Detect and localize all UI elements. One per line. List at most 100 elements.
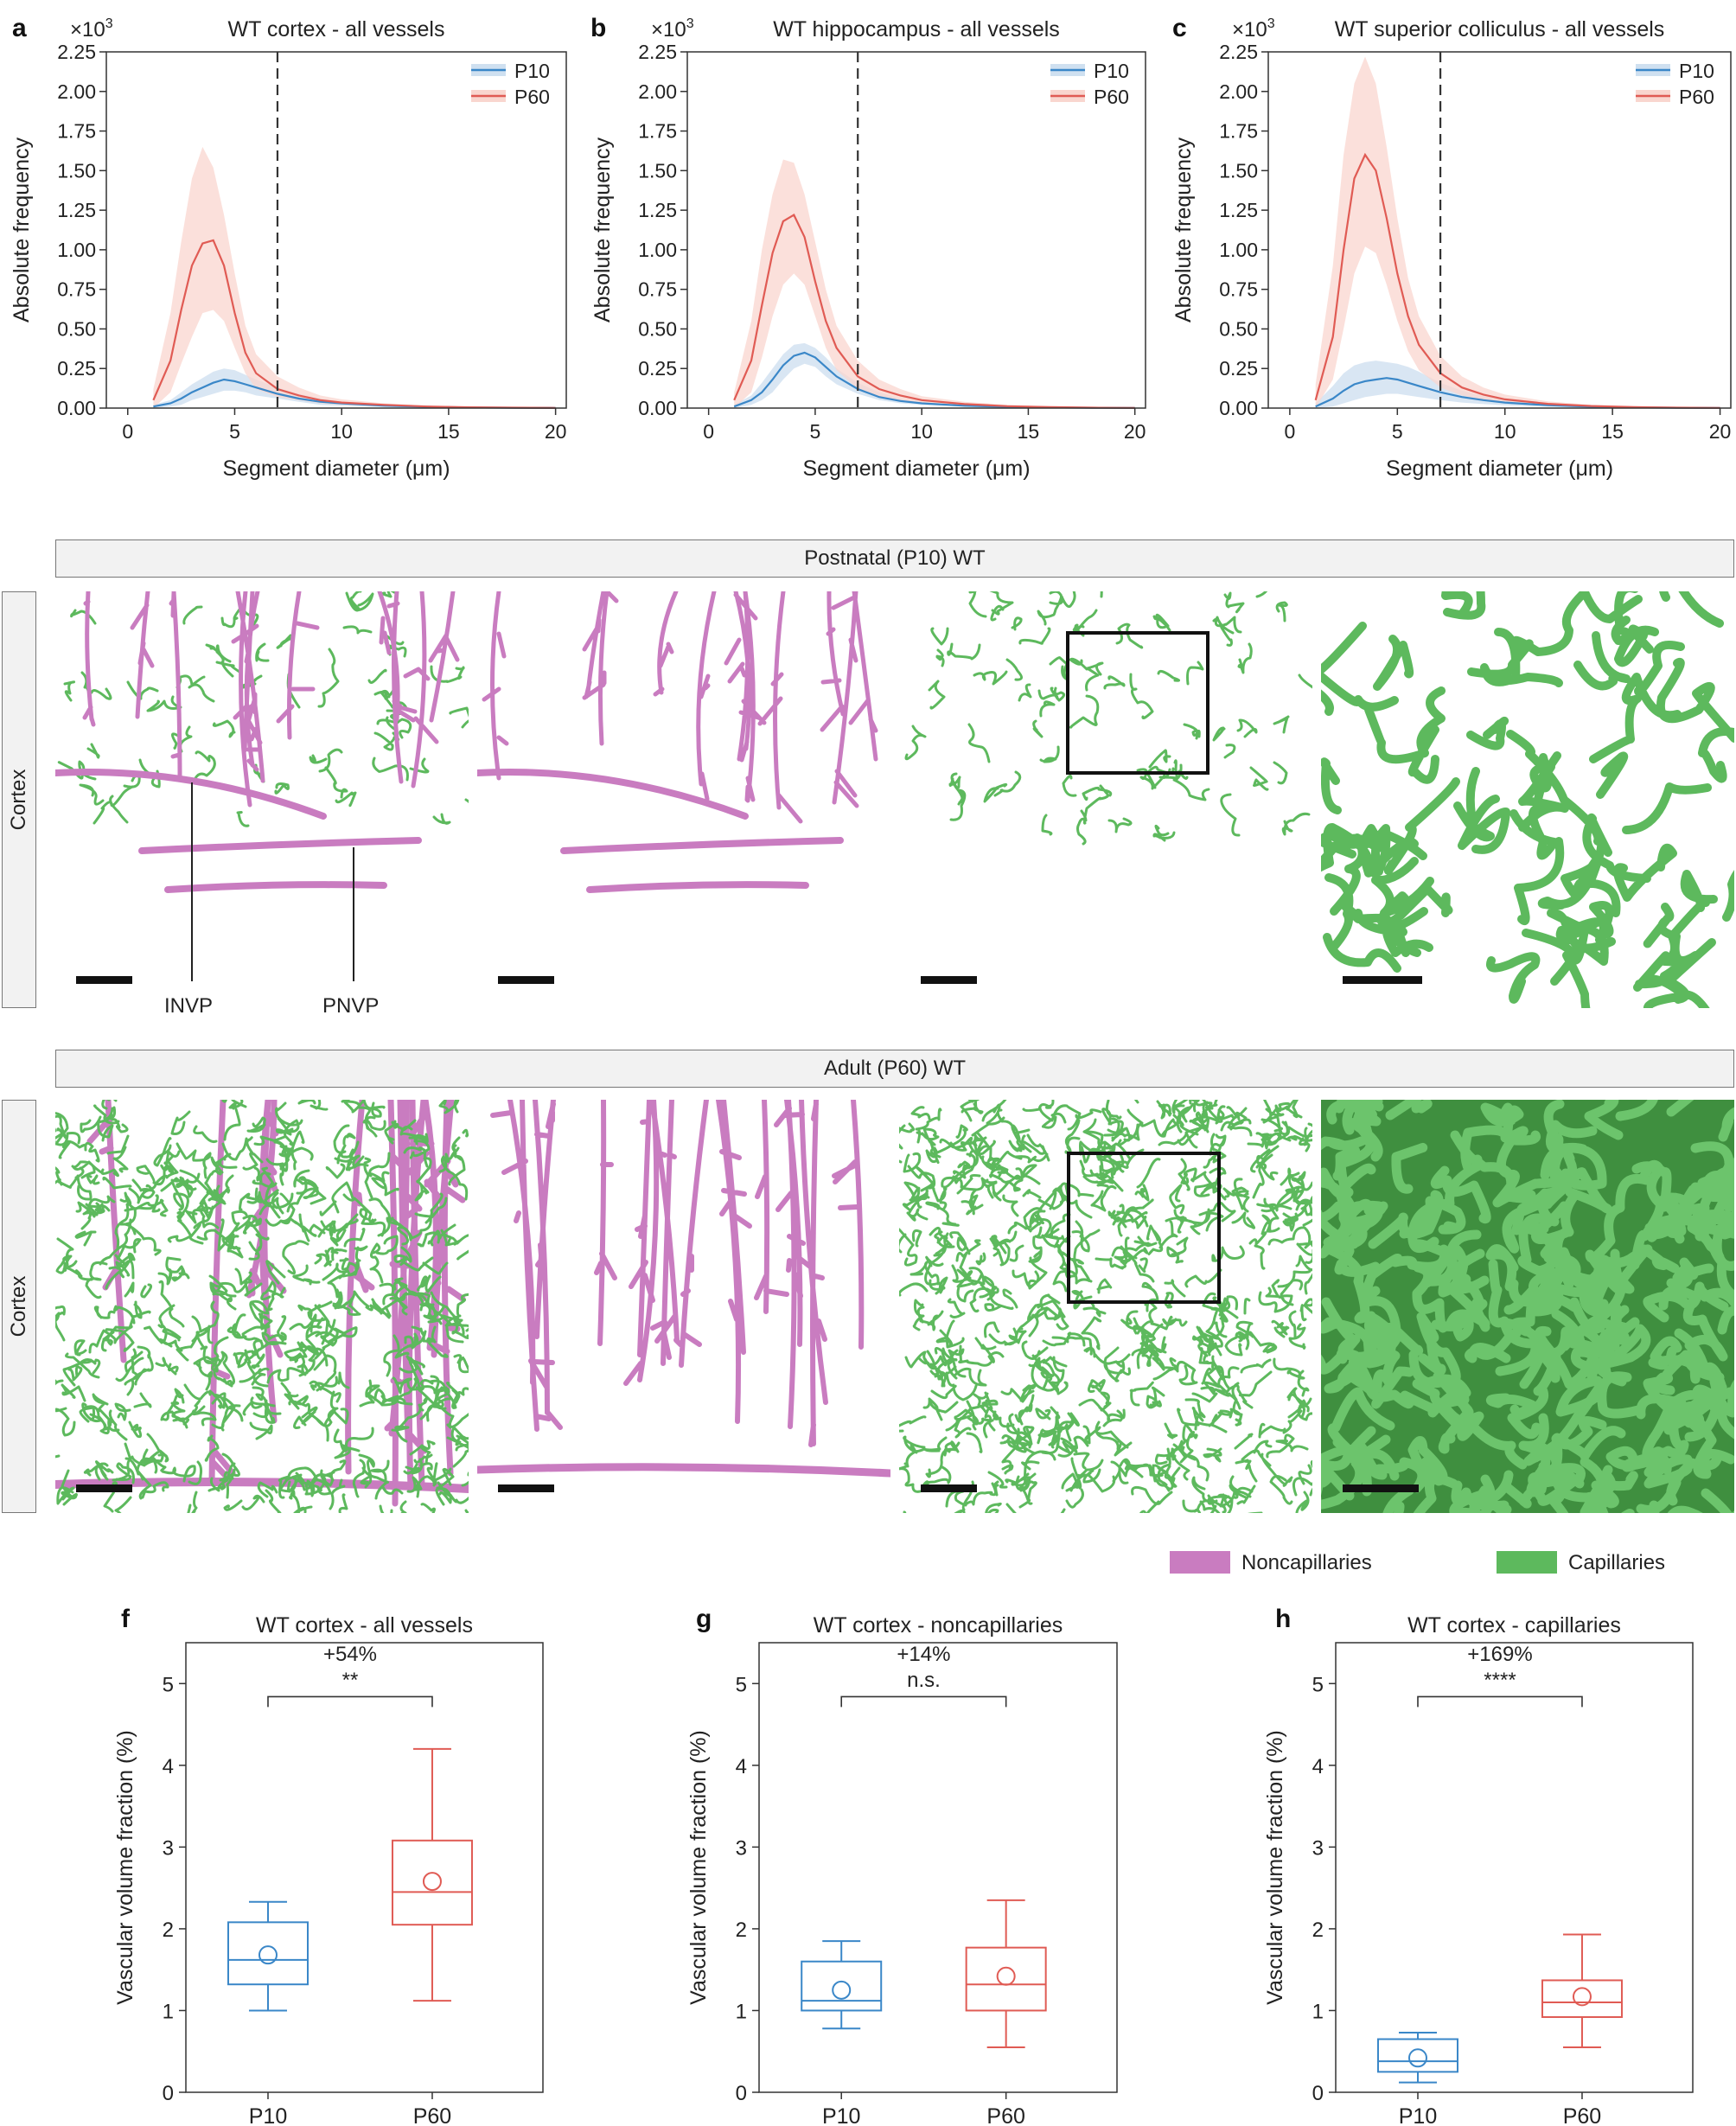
capillary-network-zoom (1321, 1100, 1734, 1513)
y-tick-label: 2.00 (638, 80, 677, 103)
x-tick-label: 20 (1709, 420, 1732, 443)
box-p60 (391, 1839, 473, 1926)
y-tick-label: 2 (736, 1919, 747, 1942)
boxplot-panel-h: h WT cortex - capillaries 0 1 2 3 4 5 Vascular v… (1263, 1605, 1694, 2126)
percent-change: +54% (323, 1643, 377, 1666)
series-line-p60 (733, 214, 1135, 409)
x-tick-label: 15 (1601, 420, 1624, 443)
y-tick-label: 2.25 (638, 41, 677, 63)
legend-label-capillaries: Capillaries (1568, 1551, 1666, 1574)
y-tick-label: 4 (736, 1755, 747, 1778)
zoom-box-p60 (1067, 1152, 1221, 1304)
legend-label-p10: P10 (1679, 60, 1714, 82)
horizontal-vessel (164, 881, 387, 893)
y-tick-label: 3 (1312, 1836, 1324, 1860)
significance-bracket (840, 1695, 1007, 1708)
noncapillary-network (482, 591, 878, 824)
vessel-render-svg (55, 1100, 469, 1513)
zoom-box-p10 (1066, 631, 1209, 775)
callout-line-pnvp (353, 847, 354, 981)
plot-frame (185, 1642, 544, 2093)
legend-label-p60: P60 (1679, 86, 1714, 108)
y-tick-label: 4 (1312, 1755, 1324, 1778)
plot-frame (758, 1642, 1118, 2093)
scale-bar (921, 1484, 977, 1492)
y-tick-label: 2.25 (57, 41, 96, 63)
legend-label-noncapillaries: Noncapillaries (1241, 1551, 1372, 1574)
legend-swatch-noncapillaries (1170, 1551, 1230, 1574)
y-tick-label: 0 (163, 2082, 174, 2105)
scale-bar (1343, 1484, 1419, 1492)
y-tick-label: 1 (1312, 2000, 1324, 2023)
render-p10-capillaries (899, 591, 1312, 1008)
horizontal-vessel (477, 769, 749, 820)
x-tick-label: P60 (986, 2104, 1024, 2126)
vessel-render-svg (899, 1100, 1312, 1513)
series-line-p60 (152, 239, 556, 409)
y-tick-label: 0.50 (1219, 317, 1258, 340)
capillary-network (899, 1100, 1312, 1513)
histogram-panel-b: b ×103 WT hippocampus - all vessels 0.00 0.2… (590, 14, 1146, 481)
y-tick-label: 0.75 (1219, 278, 1258, 301)
chart-title: WT hippocampus - all vessels (773, 17, 1060, 41)
scale-bar (498, 1484, 554, 1492)
legend-label-p10: P10 (1094, 60, 1129, 82)
horizontal-vessel (55, 1477, 469, 1493)
render-p60-capillaries (899, 1100, 1312, 1513)
panel-d-title: Postnatal (P10) WT (804, 546, 986, 570)
histogram-row: a ×103 WT cortex - all vessels 0.00 0.25 0.50… (10, 14, 1732, 481)
render-p10-noncapillaries (477, 591, 890, 1008)
y-tick-label: 1.00 (57, 239, 96, 261)
ci-band-p10 (153, 368, 556, 408)
ci-band-p10 (1315, 361, 1720, 408)
y-tick-label: 2 (1312, 1919, 1324, 1942)
panel-letter-c: c (1172, 14, 1187, 42)
y-tick-label: 3 (736, 1836, 747, 1860)
y-tick-label: 3 (163, 1836, 174, 1860)
horizontal-vessel (55, 769, 327, 820)
capillary-network (55, 1100, 469, 1513)
x-tick-label: 15 (1018, 420, 1040, 443)
plot-frame (686, 51, 1146, 409)
x-tick-label: P10 (822, 2104, 860, 2126)
render-p10-all-vessels (55, 591, 469, 1008)
x-axis-label: Segment diameter (μm) (1386, 456, 1613, 481)
ci-band-p60 (1315, 56, 1720, 408)
noncapillary-network (82, 591, 460, 808)
axis-multiplier: ×103 (651, 16, 694, 41)
x-tick-label: 10 (910, 420, 933, 443)
y-tick-label: 5 (163, 1673, 174, 1696)
panel-e-title: Adult (P60) WT (823, 1057, 967, 1080)
y-tick-label: 0 (1312, 2082, 1324, 2105)
series-line-p60 (1314, 152, 1720, 409)
y-tick-label: 2.00 (57, 80, 96, 103)
y-tick-label: 2 (163, 1919, 174, 1942)
x-axis-label: Segment diameter (μm) (222, 456, 450, 481)
y-tick-label: 0.75 (638, 278, 677, 301)
y-tick-label: 1.75 (1219, 120, 1258, 143)
scale-bar (921, 976, 977, 984)
x-tick-label: P10 (1399, 2104, 1437, 2126)
noncapillary-network (490, 1100, 865, 1447)
box-p10 (801, 1960, 883, 2012)
capillary-network (57, 591, 469, 827)
y-axis-label: Vascular volume fraction (%) (113, 1730, 137, 2005)
plot-frame (105, 51, 567, 409)
panel-e-title-bar: Adult (P60) WT (55, 1050, 1734, 1088)
y-tick-label: 2.25 (1219, 41, 1258, 63)
ci-band-p60 (734, 159, 1135, 408)
box-p60 (1541, 1979, 1623, 2019)
histogram-panel-c: c ×103 WT superior colliculus - all vessel… (1171, 14, 1732, 481)
panel-e-side-bar: Cortex (2, 1100, 36, 1513)
x-axis-label: Segment diameter (μm) (802, 456, 1030, 481)
significance-bracket (267, 1695, 433, 1708)
y-axis-label: Absolute frequency (10, 137, 34, 322)
percent-change: +14% (897, 1643, 950, 1666)
render-p60-capillaries-zoom (1321, 1100, 1734, 1513)
y-tick-label: 5 (1312, 1673, 1324, 1696)
y-tick-label: 1 (736, 2000, 747, 2023)
render-p60-all-vessels (55, 1100, 469, 1513)
x-tick-label: P10 (249, 2104, 287, 2126)
histogram-panel-a: a ×103 WT cortex - all vessels 0.00 0.25 0.50… (10, 14, 567, 481)
axis-multiplier: ×103 (1232, 16, 1275, 41)
